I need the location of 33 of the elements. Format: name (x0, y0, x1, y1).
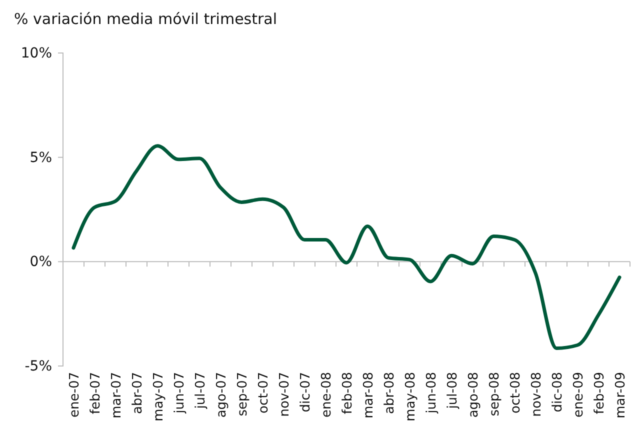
x-tick-label: mar-07 (110, 372, 124, 418)
x-tick-label: oct-08 (508, 372, 524, 414)
x-tick-label: jul-07 (194, 372, 208, 410)
x-tick-label: sep-07 (236, 372, 250, 416)
x-tick-label: may-07 (152, 372, 166, 422)
x-tick-label: jun-08 (424, 372, 440, 414)
x-tick-label: feb-08 (340, 372, 356, 414)
y-tick-label: 0% (30, 254, 52, 270)
x-tick-label: feb-09 (592, 372, 608, 414)
x-tick-label: jul-08 (446, 372, 460, 410)
x-tick-label: ago-07 (214, 372, 230, 418)
x-tick-label: sep-08 (488, 372, 502, 416)
x-tick-label: mar-08 (362, 372, 376, 418)
x-tick-label: abr-07 (130, 372, 146, 414)
x-tick-label: dic-08 (550, 372, 566, 412)
x-tick-label: may-08 (404, 372, 418, 422)
x-tick-label: jun-07 (172, 372, 188, 414)
x-tick-label: dic-07 (298, 372, 314, 412)
x-tick-label: nov-08 (530, 372, 544, 417)
x-tick-label: feb-07 (88, 372, 104, 414)
x-tick-label: ago-08 (466, 372, 482, 418)
y-tick-label: -5% (24, 358, 52, 374)
x-tick-label: ene-08 (320, 372, 334, 418)
x-tick-label: abr-08 (382, 372, 398, 414)
chart-title: % variación media móvil trimestral (14, 10, 278, 28)
x-tick-label: ene-09 (572, 372, 586, 418)
x-tick-label: oct-07 (256, 372, 272, 414)
x-tick-label: ene-07 (68, 372, 82, 418)
line-series (72, 144, 622, 350)
y-tick-label: 10% (20, 45, 52, 62)
x-tick-label: mar-09 (614, 372, 628, 418)
y-tick-label: 5% (30, 150, 52, 166)
x-tick-label: nov-07 (278, 372, 292, 417)
